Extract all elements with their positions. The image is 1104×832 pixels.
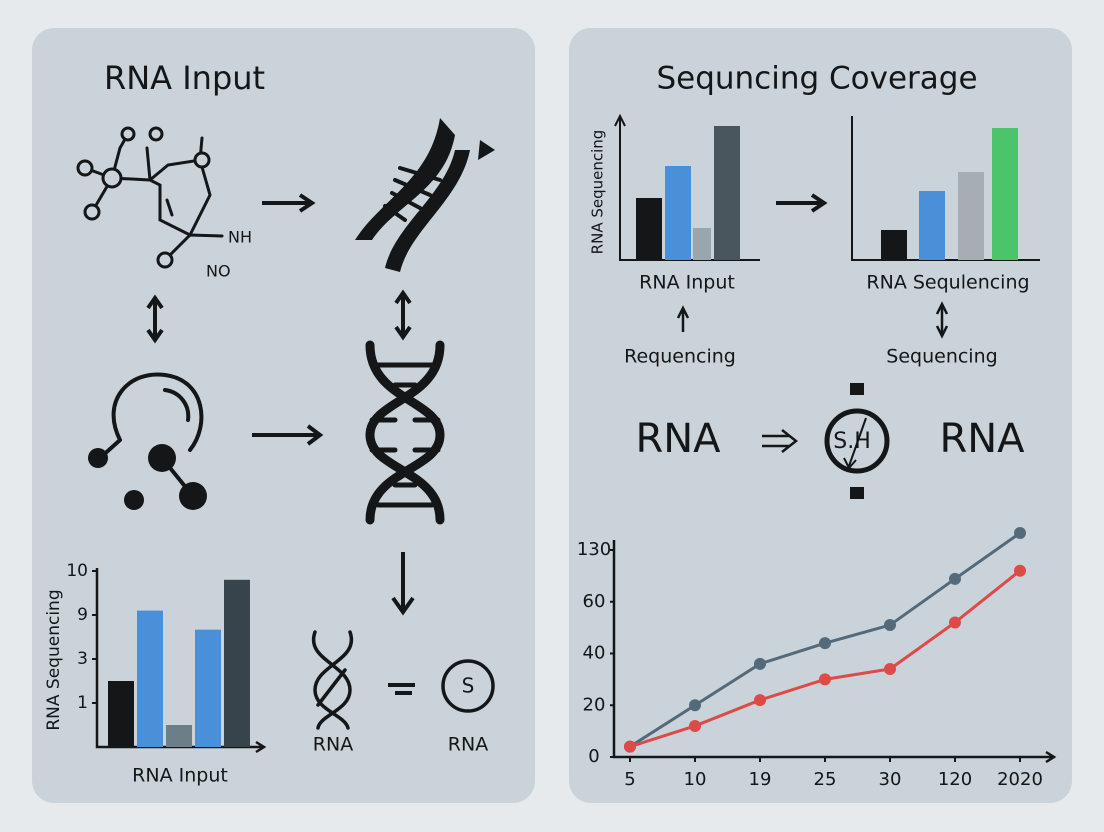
line-point	[884, 663, 896, 676]
arrow	[935, 301, 949, 339]
bar	[224, 579, 250, 747]
bar	[137, 610, 163, 747]
x-tick-label: 19	[749, 769, 772, 790]
x-tick-label: 30	[879, 769, 902, 790]
caption: Sequencing	[886, 346, 997, 368]
equation-term: RNA	[939, 416, 1025, 462]
line-point	[819, 637, 831, 650]
x-tick-label: 5	[624, 769, 635, 790]
line-point	[884, 619, 896, 632]
equation-term: RNA	[635, 416, 721, 462]
line-point	[689, 699, 701, 712]
equals-sign	[388, 683, 415, 695]
arrow	[146, 294, 164, 344]
y-tick-label: 10	[66, 561, 88, 581]
y-tick-label: 1	[77, 693, 88, 713]
panel-title: Sequncing Coverage	[656, 61, 977, 97]
y-tick-label: 60	[583, 591, 606, 612]
y-tick-label: 3	[77, 649, 88, 669]
circle-icon	[441, 659, 495, 713]
mini-bar-chart	[851, 116, 1040, 261]
x-axis-label: RNA Input	[132, 765, 228, 787]
y-tick-label: 9	[77, 605, 88, 625]
molecule-icon	[76, 126, 224, 269]
equation-term: S.H	[833, 429, 871, 454]
atom-label: NO	[206, 262, 231, 281]
line-point	[1014, 564, 1026, 577]
line-point	[949, 616, 961, 629]
circle-label: S	[462, 674, 475, 698]
line-point	[754, 694, 766, 707]
line-point	[754, 657, 766, 670]
y-tick-label: 40	[583, 643, 606, 664]
x-axis-label: RNA Sequlencing	[866, 272, 1029, 294]
circle-molecule-icon	[88, 372, 207, 510]
bar	[166, 725, 192, 747]
line-point	[1014, 526, 1026, 539]
arrow	[391, 552, 415, 616]
atom-label: NH	[228, 228, 252, 247]
mini-bar-chart	[614, 113, 760, 261]
y-tick-label: 20	[583, 694, 606, 715]
implies-arrow	[762, 429, 799, 453]
x-tick-label: 25	[814, 769, 837, 790]
small-dna-icon	[311, 630, 354, 730]
right-panel	[569, 28, 1072, 803]
x-tick-label: 120	[938, 769, 972, 790]
panel-title: RNA Input	[104, 59, 265, 97]
y-tick-label: 130	[577, 539, 611, 560]
x-axis-label: RNA Input	[639, 272, 735, 294]
y-tick-label: 0	[588, 746, 599, 767]
arrow	[394, 289, 412, 341]
x-tick-label: 10	[684, 769, 707, 790]
icon-label: RNA	[448, 734, 488, 756]
y-axis-label: RNA Sequencing	[44, 589, 64, 730]
line-point	[689, 719, 701, 732]
x-tick-label: 2020	[997, 769, 1043, 790]
line-point	[819, 673, 831, 686]
left-panel	[32, 28, 535, 803]
bar	[108, 681, 134, 747]
dna-icon	[365, 340, 445, 525]
y-axis-label: RNA Sequencing	[589, 130, 607, 255]
arrow	[843, 417, 867, 470]
icon-label: RNA	[313, 734, 353, 756]
arrow	[252, 424, 324, 446]
bar	[195, 629, 221, 747]
arrow	[776, 193, 828, 213]
arrow	[676, 305, 690, 332]
circle-icon	[824, 408, 890, 474]
dna-icon	[355, 118, 495, 272]
arrow	[262, 193, 316, 213]
line-point	[624, 740, 636, 753]
line-point	[949, 572, 961, 585]
caption: Requencing	[624, 346, 736, 368]
circle-caps	[850, 383, 864, 499]
